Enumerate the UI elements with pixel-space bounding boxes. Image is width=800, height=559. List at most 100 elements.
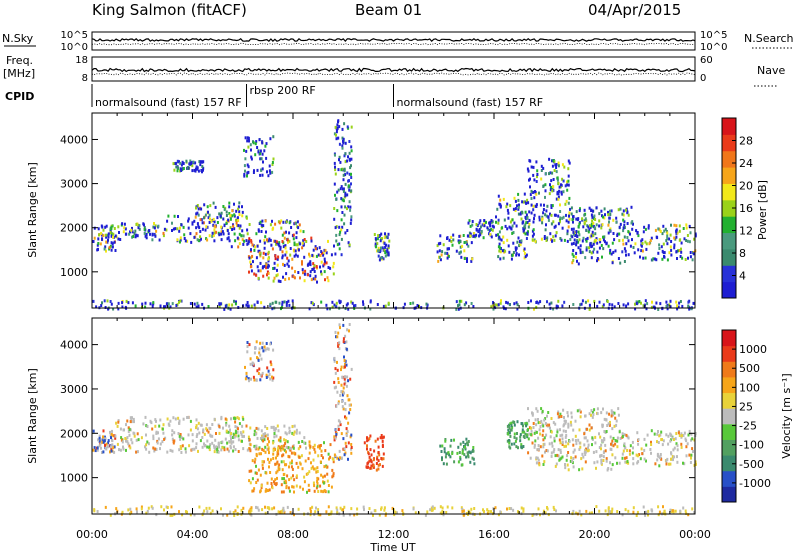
data-cell — [333, 132, 336, 136]
data-cell — [563, 419, 566, 423]
data-cell — [288, 231, 291, 235]
data-cell — [260, 429, 263, 433]
data-cell — [269, 238, 272, 242]
data-cell — [266, 238, 268, 242]
data-cell — [612, 218, 615, 222]
data-cell — [550, 301, 553, 305]
data-cell — [287, 264, 290, 268]
data-cell — [562, 429, 565, 433]
data-cell — [668, 462, 670, 466]
data-cell — [526, 231, 529, 235]
data-cell — [676, 444, 679, 448]
data-cell — [561, 443, 564, 446]
data-cell — [147, 442, 150, 446]
data-cell — [535, 423, 538, 427]
data-cell — [516, 303, 519, 307]
data-cell — [577, 225, 580, 229]
data-cell — [324, 278, 326, 282]
data-cell — [662, 224, 665, 228]
data-cell — [598, 219, 601, 223]
data-cell — [281, 300, 284, 304]
data-cell — [384, 251, 387, 255]
data-cell — [689, 461, 692, 464]
data-cell — [540, 164, 543, 168]
data-cell — [508, 507, 511, 510]
data-cell — [311, 268, 314, 271]
data-cell — [450, 438, 453, 442]
data-cell — [320, 272, 323, 276]
data-cell — [386, 247, 389, 251]
data-cell — [260, 484, 263, 488]
data-cell — [513, 442, 516, 446]
data-cell — [209, 434, 212, 438]
data-cell — [372, 513, 374, 517]
data-cell — [657, 430, 659, 433]
data-cell — [494, 303, 497, 307]
data-cell — [685, 439, 688, 443]
data-cell — [498, 249, 501, 253]
data-cell — [345, 434, 348, 437]
data-cell — [131, 235, 134, 239]
data-cell — [545, 214, 548, 218]
data-cell — [564, 466, 567, 470]
data-cell — [342, 407, 345, 411]
data-cell — [602, 247, 605, 251]
data-cell — [279, 511, 282, 514]
data-cell — [654, 462, 657, 466]
data-cell — [514, 209, 517, 212]
data-cell — [644, 227, 647, 231]
data-cell — [112, 434, 115, 438]
data-cell — [295, 484, 298, 488]
data-cell — [148, 450, 151, 454]
data-cell — [281, 454, 284, 458]
data-cell — [261, 173, 264, 177]
data-cell — [530, 433, 533, 437]
data-cell — [207, 210, 209, 214]
data-cell — [243, 434, 245, 438]
data-cell — [250, 508, 253, 512]
data-cell — [195, 232, 198, 236]
data-cell — [213, 220, 216, 224]
data-cell — [394, 510, 397, 514]
data-cell — [114, 436, 117, 440]
noise-panel — [91, 31, 696, 51]
data-cell — [103, 247, 106, 251]
data-cell — [92, 299, 95, 303]
data-cell — [155, 419, 157, 423]
data-cell — [584, 300, 587, 304]
data-cell — [284, 463, 286, 467]
data-cell — [526, 433, 529, 437]
data-cell — [603, 437, 606, 440]
data-cell — [315, 486, 318, 490]
data-cell — [511, 231, 514, 235]
data-cell — [559, 237, 562, 240]
data-cell — [299, 242, 302, 246]
data-cell — [566, 188, 569, 192]
data-cell — [287, 446, 290, 450]
data-cell — [244, 365, 246, 369]
data-cell — [303, 441, 306, 445]
data-cell — [187, 226, 190, 230]
data-cell — [678, 301, 681, 305]
data-cell — [302, 271, 304, 275]
data-cell — [555, 197, 558, 201]
data-cell — [591, 443, 593, 447]
power-data — [92, 119, 697, 311]
data-cell — [246, 174, 248, 178]
data-cell — [252, 362, 255, 366]
data-cell — [157, 431, 159, 435]
data-cell — [229, 226, 232, 230]
data-cell — [283, 477, 285, 481]
data-cell — [343, 447, 346, 451]
data-cell — [335, 301, 338, 305]
data-cell — [520, 506, 523, 510]
data-cell — [333, 217, 336, 221]
data-cell — [618, 232, 621, 236]
data-cell — [623, 445, 626, 449]
data-cell — [501, 226, 504, 230]
cpid-segment-label: normalsound (fast) 157 RF — [397, 96, 544, 109]
data-cell — [237, 450, 240, 453]
data-cell — [550, 206, 553, 209]
data-cell — [117, 237, 120, 241]
data-cell — [535, 461, 538, 465]
